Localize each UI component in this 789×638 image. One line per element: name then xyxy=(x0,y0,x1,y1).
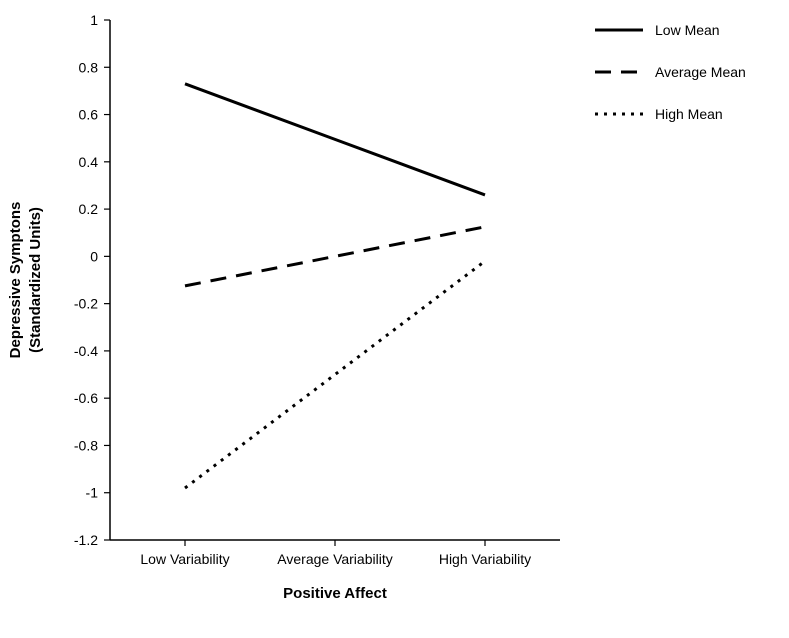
x-tick-label: Average Variability xyxy=(277,551,392,567)
chart-container: -1.2 -1 -0.8 -0.6 -0.4 -0.2 0 0.2 0.4 0.6 0.8 1 Low … xyxy=(0,0,789,638)
y-tick-label: 1 xyxy=(90,12,98,28)
legend-label: Average Mean xyxy=(655,64,746,80)
y-tick-label: -0.6 xyxy=(74,390,98,406)
y-tick-label: 0.4 xyxy=(79,154,99,170)
svg-text:Depressive Symptons: Depressive Symptons xyxy=(7,202,24,359)
y-tick-label: -0.8 xyxy=(74,437,98,453)
y-tick-label: 0.2 xyxy=(79,201,99,217)
x-tick-label: Low Variability xyxy=(140,551,229,567)
legend-label: High Mean xyxy=(655,106,723,122)
y-tick-label: -1 xyxy=(86,485,99,501)
x-tick-label: High Variability xyxy=(439,551,531,567)
x-axis-title: Positive Affect xyxy=(283,585,387,602)
line-chart: -1.2 -1 -0.8 -0.6 -0.4 -0.2 0 0.2 0.4 0.6 0.8 1 Low … xyxy=(0,0,789,638)
y-tick-label: -1.2 xyxy=(74,532,98,548)
y-tick-label: -0.2 xyxy=(74,296,98,312)
y-tick-label: 0 xyxy=(90,248,98,264)
legend-label: Low Mean xyxy=(655,22,720,38)
y-tick-label: -0.4 xyxy=(74,343,98,359)
y-tick-label: 0.8 xyxy=(79,59,99,75)
y-tick-label: 0.6 xyxy=(79,107,99,123)
svg-text:(Standardized Units): (Standardized Units) xyxy=(27,207,44,353)
